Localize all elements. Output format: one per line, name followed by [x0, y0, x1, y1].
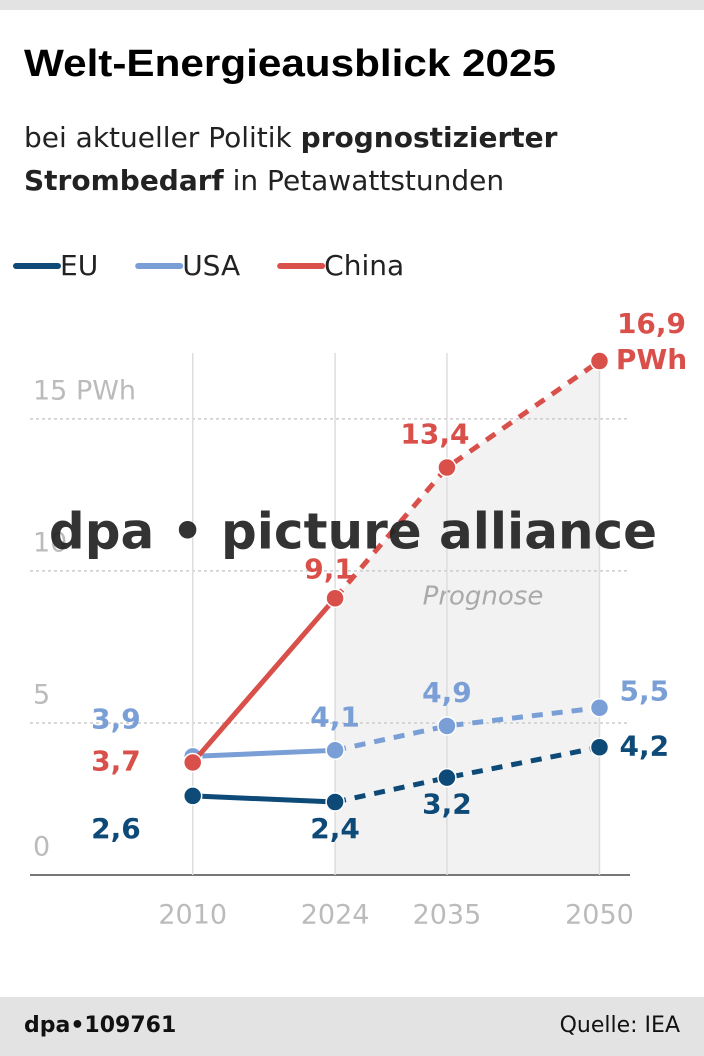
source: Quelle: IEA — [560, 1013, 680, 1038]
y-tick-label: 5 — [33, 679, 50, 710]
subtitle-part: bei aktueller Politik — [24, 121, 301, 154]
footer-id: dpa•109761 — [24, 1013, 176, 1038]
history-line — [192, 793, 336, 805]
point — [589, 737, 610, 758]
value-label: 3,2 — [422, 788, 472, 821]
point — [182, 752, 203, 773]
value-label: 5,5 — [619, 675, 669, 708]
legend-label: China — [324, 249, 404, 282]
value-label: 3,7 — [91, 744, 141, 777]
watermark: dpa • picture alliance — [49, 503, 657, 561]
point — [437, 716, 457, 736]
x-tick-label: 2024 — [301, 900, 370, 931]
value-label: 4,9 — [422, 676, 472, 709]
legend-label: USA — [182, 249, 240, 282]
legend-label: EU — [60, 249, 98, 282]
history-line — [192, 747, 336, 759]
x-tick-label: 2050 — [565, 900, 634, 931]
point — [325, 792, 345, 812]
value-label-line: PWh — [616, 343, 687, 376]
y-tick-label: 10 — [33, 527, 67, 558]
point — [437, 457, 457, 478]
value-label: 2,4 — [310, 812, 360, 845]
history-line — [190, 596, 337, 765]
point — [589, 697, 610, 718]
subtitle: Strombedarf in Petawattstunden — [24, 164, 504, 197]
top-bar — [0, 0, 704, 10]
subtitle: bei aktueller Politik prognostizierter — [24, 121, 558, 154]
point — [182, 786, 203, 806]
y-tick-label: 15 PWh — [33, 375, 136, 406]
annotation: Prognose — [423, 582, 544, 612]
value-label: 3,9 — [91, 702, 141, 735]
value-label: 9,1 — [304, 552, 354, 585]
value-label: 16,9 PWh — [616, 307, 687, 376]
value-label: 4,1 — [310, 700, 360, 733]
y-tick-label: 0 — [33, 832, 50, 863]
value-label-line: 16,9 — [617, 307, 686, 340]
value-label: 13,4 — [400, 417, 469, 450]
chart-title: Welt-Energieausblick 2025 — [24, 43, 556, 85]
plot: Prognose 0 5 10 15 PWh 2010 2024 2035 2050 2,6 2,4… — [30, 307, 687, 931]
point — [589, 351, 610, 371]
point — [437, 767, 457, 788]
subtitle-part: Strombedarf — [24, 164, 225, 197]
point — [325, 588, 345, 609]
x-tick-label: 2035 — [413, 900, 482, 931]
x-tick-label: 2010 — [158, 900, 227, 931]
point — [325, 740, 345, 761]
forecast-area — [335, 361, 600, 876]
value-label: 2,6 — [91, 812, 141, 845]
value-label: 4,2 — [619, 729, 669, 762]
footer-bar — [0, 997, 704, 1056]
subtitle-part: in Petawattstunden — [224, 164, 504, 197]
subtitle-part: prognostizierter — [301, 121, 558, 154]
